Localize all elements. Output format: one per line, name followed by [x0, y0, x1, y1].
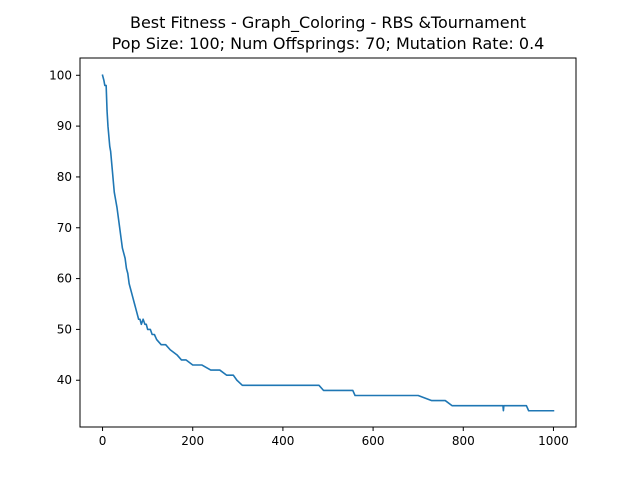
chart-subtitle: Pop Size: 100; Num Offsprings: 70; Mutat… — [112, 34, 545, 53]
chart-title: Best Fitness - Graph_Coloring - RBS &Tou… — [130, 13, 526, 33]
y-tick-label: 70 — [57, 221, 72, 235]
x-tick-label: 800 — [452, 434, 475, 448]
x-tick-label: 600 — [362, 434, 385, 448]
y-tick-label: 60 — [57, 272, 72, 286]
x-tick-label: 400 — [271, 434, 294, 448]
y-tick-label: 40 — [57, 373, 72, 387]
y-tick-label: 90 — [57, 119, 72, 133]
x-tick-label: 200 — [181, 434, 204, 448]
x-tick-label: 0 — [99, 434, 107, 448]
y-axis: 40 50 60 70 80 90 100 — [49, 68, 80, 387]
plot-area — [101, 74, 555, 412]
axes-frame — [79, 57, 577, 428]
y-tick-label: 50 — [57, 322, 72, 336]
series-line — [101, 74, 555, 412]
x-axis: 0 200 400 600 800 1000 — [99, 427, 569, 448]
y-tick-label: 100 — [49, 68, 72, 82]
y-tick-label: 80 — [57, 170, 72, 184]
x-tick-label: 1000 — [538, 434, 569, 448]
